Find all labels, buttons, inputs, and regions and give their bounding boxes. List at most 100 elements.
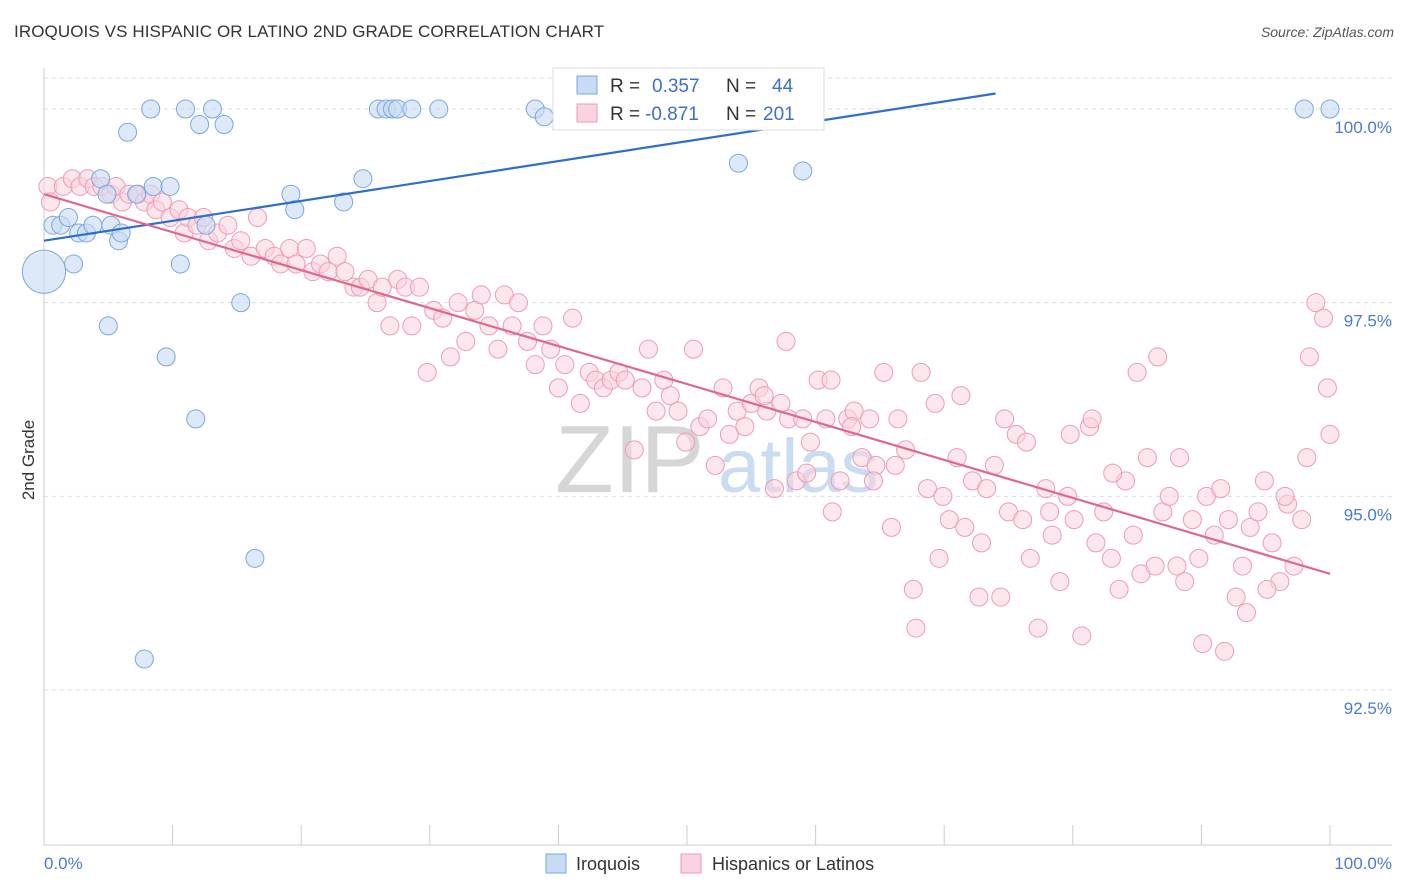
hispanic-point [1257, 579, 1277, 599]
iroquois-point [170, 254, 190, 274]
hispanic-point [1017, 432, 1037, 452]
hispanic-point [1233, 556, 1253, 576]
hispanic-point [903, 579, 923, 599]
stats-swatch-hispanic [576, 103, 598, 123]
hispanic-point [1145, 556, 1165, 576]
hispanic-point [1170, 448, 1190, 468]
hispanic-point [1040, 502, 1060, 522]
hispanic-point [754, 386, 774, 406]
hispanic-point [417, 362, 437, 382]
iroquois-point [402, 99, 422, 119]
hispanic-point [977, 479, 997, 499]
hispanic-point [822, 502, 842, 522]
hispanic-point [1013, 510, 1033, 530]
hispanic-point [1314, 308, 1334, 328]
hispanic-point [152, 192, 172, 212]
stats-n-value-1: 44 [772, 76, 794, 97]
iroquois-point [1320, 99, 1340, 119]
x-tick-label: 0.0% [44, 854, 83, 873]
hispanic-point [286, 254, 306, 274]
stats-n-label-1: N = [726, 76, 756, 97]
hispanic-point [660, 386, 680, 406]
hispanic-point [1167, 556, 1187, 576]
hispanic-point [1137, 448, 1157, 468]
iroquois-point [98, 316, 118, 336]
legend: Iroquois Hispanics or Latinos [545, 853, 874, 874]
iroquois-point [214, 114, 234, 134]
hispanic-point [1292, 510, 1312, 530]
iroquois-point [793, 161, 813, 181]
hispanic-point [1193, 634, 1213, 654]
hispanic-point [698, 409, 718, 429]
hispanic-point [821, 370, 841, 390]
hispanic-point [1236, 603, 1256, 623]
hispanic-point [410, 277, 430, 297]
hispanic-point [632, 378, 652, 398]
hispanic-point [638, 339, 658, 359]
trend-lines [43, 92, 1331, 575]
hispanic-point [563, 308, 583, 328]
iroquois-point [202, 99, 222, 119]
hispanic-point [646, 401, 666, 421]
hispanic-point [1082, 409, 1102, 429]
hispanic-point [1109, 579, 1129, 599]
hispanic-point [874, 362, 894, 382]
iroquois-point [160, 176, 180, 196]
hispanic-point [231, 231, 251, 251]
iroquois-point [429, 99, 449, 119]
iroquois-point [728, 153, 748, 173]
hispanic-point [925, 393, 945, 413]
hispanic-point [1226, 587, 1246, 607]
hispanic-point [896, 440, 916, 460]
iroquois-point [111, 223, 131, 243]
hispanic-point [885, 455, 905, 475]
hispanic-point [1218, 510, 1238, 530]
iroquois-point [21, 249, 67, 294]
legend-label-iroquois: Iroquois [576, 854, 640, 874]
hispanic-point [719, 424, 739, 444]
iroquois-point [534, 107, 554, 127]
stats-r-label-1: R = [610, 76, 640, 97]
iroquois-point [231, 293, 251, 313]
hispanic-point [509, 293, 529, 313]
hispanic-point [800, 432, 820, 452]
hispanic-point [705, 455, 725, 475]
hispanic-point [1297, 448, 1317, 468]
hispanic-point [911, 362, 931, 382]
y-tick-labels: 92.5% 95.0% 97.5% 100.0% [1334, 118, 1392, 718]
stats-r-value-1: 0.357 [652, 76, 700, 97]
hispanic-point [933, 486, 953, 506]
hispanic-point [440, 347, 460, 367]
hispanic-point [995, 409, 1015, 429]
hispanic-point [860, 409, 880, 429]
iroquois-point [143, 176, 163, 196]
hispanic-point [402, 316, 422, 336]
watermark: ZIP atlas [555, 406, 879, 513]
y-tick-label: 97.5% [1344, 312, 1392, 331]
hispanic-point [1028, 618, 1048, 638]
hispanic-point [951, 386, 971, 406]
hispanic-point [1204, 525, 1224, 545]
iroquois-point [245, 548, 265, 568]
hispanic-point [218, 215, 238, 235]
hispanic-point [1317, 378, 1337, 398]
hispanic-point [1060, 424, 1080, 444]
hispanic-point [1175, 572, 1195, 592]
legend-label-hispanic: Hispanics or Latinos [712, 854, 874, 874]
hispanic-point [917, 479, 937, 499]
hispanic-point [764, 479, 784, 499]
hispanic-point [1262, 533, 1282, 553]
hispanic-point [1042, 525, 1062, 545]
hispanic-point [668, 401, 688, 421]
hispanic-point [735, 417, 755, 437]
hispanic-point [866, 455, 886, 475]
legend-swatch-iroquois [545, 853, 567, 874]
hispanic-point [971, 533, 991, 553]
hispanic-point [327, 246, 347, 266]
stats-swatch-iroquois [576, 75, 598, 95]
y-tick-label: 100.0% [1334, 118, 1392, 137]
hispanic-point [881, 517, 901, 537]
hispanic-point [1127, 362, 1147, 382]
hispanic-point [1020, 548, 1040, 568]
iroquois-point [156, 347, 176, 367]
